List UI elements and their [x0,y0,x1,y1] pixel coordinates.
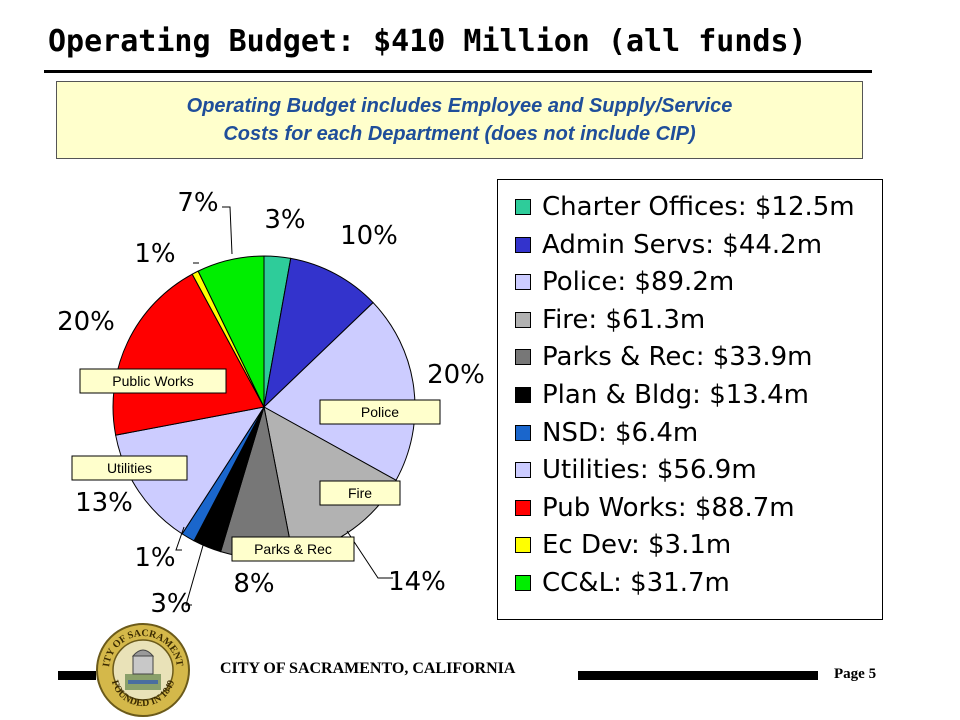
legend-item-pub-works: Pub Works: $88.7m [515,490,795,526]
pct-label-parks-rec: 8% [233,569,274,599]
legend-swatch-pub-works [515,499,531,516]
legend-swatch-police [515,274,531,291]
pct-label-police: 20% [427,360,485,390]
pie-slice-cc-l [197,255,265,408]
callout-police: Police [319,399,441,425]
pie-slice-police [263,301,416,481]
legend-label-pub-works: Pub Works: $88.7m [542,492,795,523]
leader-line-cc-l [222,206,233,255]
legend-item-plan-bldg: Plan & Bldg: $13.4m [515,377,809,413]
subtitle-line-2: Costs for each Department (does not incl… [223,123,696,145]
pie-slice-pub-works [112,273,265,436]
legend-item-fire: Fire: $61.3m [515,302,705,338]
callout-label-utilities: Utilities [107,460,152,476]
callout-parks-rec: Parks & Rec [231,536,355,562]
pct-label-charter-offices: 3% [264,205,305,235]
legend-swatch-utilities [515,462,531,479]
leader-line-plan-bldg [185,541,205,606]
legend-item-police: Police: $89.2m [515,264,734,300]
legend-label-cc-l: CC&L: $31.7m [542,568,730,598]
pct-label-utilities: 13% [75,488,133,518]
legend-swatch-cc-l [515,575,531,591]
legend-swatch-parks-rec [515,349,531,366]
legend-item-charter-offices: Charter Offices: $12.5m [515,189,855,225]
subtitle-box: Operating Budget includes Employee and S… [56,81,863,159]
pct-label-nsd: 1% [134,543,175,573]
legend-label-ec-dev: Ec Dev: $3.1m [542,530,732,561]
legend-item-nsd: NSD: $6.4m [515,415,698,451]
legend-swatch-fire [515,311,531,328]
legend-swatch-plan-bldg [515,387,531,403]
callout-label-police: Police [361,404,399,420]
pct-label-plan-bldg: 3% [150,589,191,619]
callout-label-fire: Fire [348,485,372,501]
pie-slice-admin-servs [263,257,374,409]
legend-item-utilities: Utilities: $56.9m [515,452,757,488]
legend-item-cc-l: CC&L: $31.7m [515,565,730,601]
legend-item-admin-servs: Admin Servs: $44.2m [515,227,822,263]
footer-bar-left [58,671,96,680]
pct-label-pub-works: 20% [57,307,115,337]
legend-label-utilities: Utilities: $56.9m [542,455,757,486]
callout-utilities: Utilities [71,455,188,481]
legend-item-ec-dev: Ec Dev: $3.1m [515,527,731,563]
legend-label-police: Police: $89.2m [542,267,735,298]
pct-label-cc-l: 7% [177,188,218,218]
callout-public-works: Public Works [79,368,227,394]
leader-line-fire [346,530,393,579]
callout-fire: Fire [319,480,401,506]
legend-label-fire: Fire: $61.3m [542,304,706,335]
legend-swatch-ec-dev [515,537,531,554]
legend-item-parks-rec: Parks & Rec: $33.9m [515,339,813,375]
page-number: Page 5 [834,666,877,682]
city-seal-logo: CITY OF SACRAMENTO FOUNDED IN 1849 [95,622,190,717]
subtitle-line-1: Operating Budget includes Employee and S… [186,95,733,117]
chart-legend: Charter Offices: $12.5m Admin Servs: $44.… [497,179,883,620]
leader-line-nsd [175,526,185,551]
page-title: Operating Budget: $410 Million (all fund… [48,24,807,59]
legend-swatch-nsd [515,424,531,441]
legend-label-parks-rec: Parks & Rec: $33.9m [542,342,813,373]
legend-label-nsd: NSD: $6.4m [542,417,699,448]
callout-label-parks-rec: Parks & Rec [254,541,332,557]
legend-label-admin-servs: Admin Servs: $44.2m [542,229,823,260]
pie-slice-utilities [115,406,266,535]
title-divider [44,70,872,73]
legend-label-plan-bldg: Plan & Bldg: $13.4m [542,380,809,410]
legend-swatch-admin-servs [515,236,531,253]
pct-label-fire: 14% [388,567,446,597]
legend-swatch-charter-offices [515,199,531,215]
legend-label-charter-offices: Charter Offices: $12.5m [542,192,855,222]
footer-bar-right [578,671,818,680]
callout-label-public-works: Public Works [112,373,193,389]
footer-organization: CITY OF SACRAMENTO, CALIFORNIA [220,660,516,677]
pct-label-ec-dev: 1% [134,239,175,269]
pct-label-admin-servs: 10% [340,221,398,251]
